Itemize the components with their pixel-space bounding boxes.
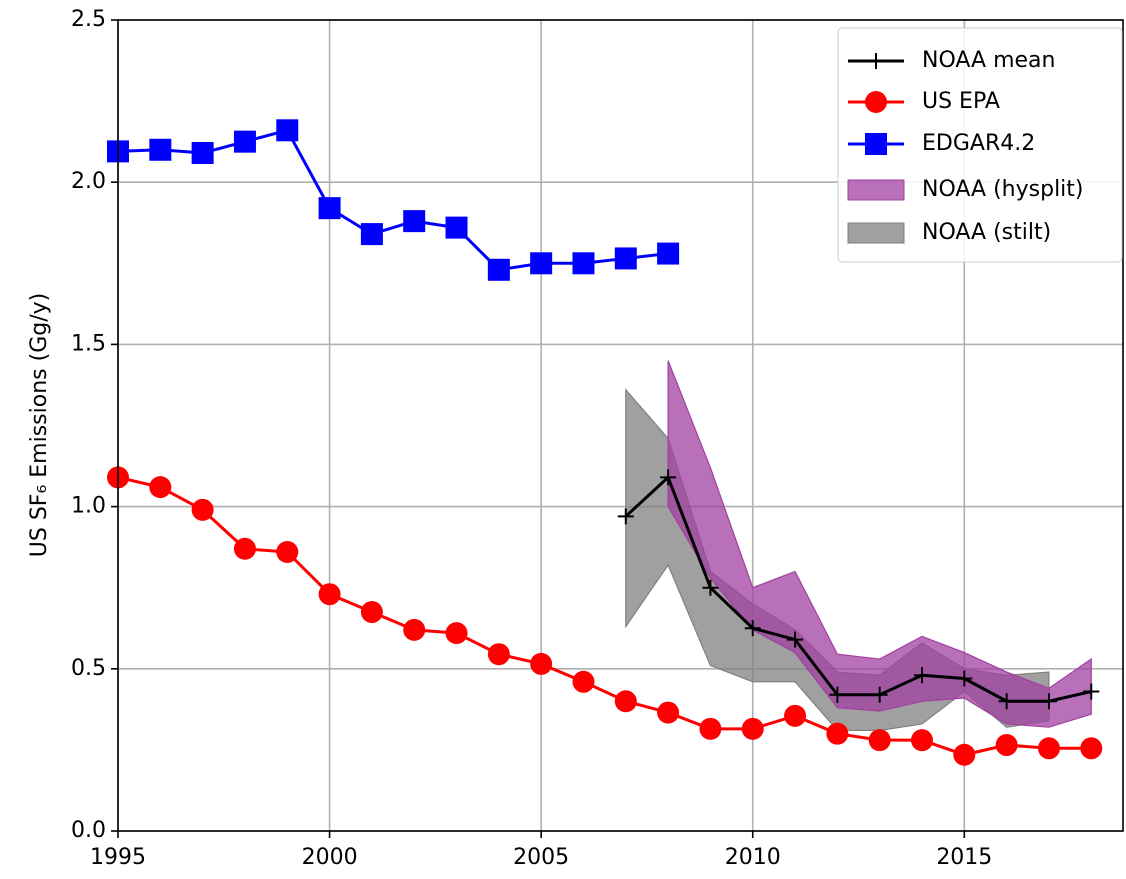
point <box>829 686 846 703</box>
legend-label: US EPA <box>922 89 1000 114</box>
point <box>741 717 764 740</box>
point <box>995 734 1018 757</box>
legend-swatch <box>847 179 905 201</box>
x-tick-label: 2010 <box>725 845 781 870</box>
series <box>617 469 1100 710</box>
point <box>191 498 214 521</box>
x-tick-label: 1995 <box>90 845 146 870</box>
point <box>956 670 973 687</box>
point <box>784 704 807 727</box>
series <box>107 466 1103 766</box>
point <box>953 743 976 766</box>
point <box>614 247 637 270</box>
point <box>487 643 510 666</box>
point <box>530 652 553 675</box>
point <box>1037 737 1060 760</box>
line <box>117 475 1092 757</box>
point <box>318 197 341 220</box>
point <box>276 541 299 564</box>
y-tick-label: 2.5 <box>71 7 106 32</box>
point <box>1083 683 1100 700</box>
x-tick-label: 2005 <box>513 845 569 870</box>
band <box>667 360 1092 728</box>
y-tick-label: 2.0 <box>71 169 106 194</box>
point <box>572 252 595 275</box>
point <box>445 216 468 239</box>
legend-label: NOAA (stilt) <box>922 220 1051 245</box>
x-tick-label: 2000 <box>302 845 358 870</box>
y-axis-label: US SF₆ Emissions (Gg/y) <box>27 293 52 557</box>
point <box>1080 737 1103 760</box>
point <box>191 142 214 165</box>
legend-box <box>837 27 1123 263</box>
point <box>360 601 383 624</box>
y-tick-label: 1.0 <box>71 494 106 519</box>
y-tick-label: 0.5 <box>71 656 106 681</box>
legend-label: NOAA (hysplit) <box>922 177 1084 202</box>
point <box>787 631 804 648</box>
y-tick-label: 0.0 <box>71 818 106 843</box>
point <box>998 693 1015 710</box>
point <box>149 138 172 161</box>
point <box>702 579 719 596</box>
legend-marker <box>868 53 884 69</box>
x-tick-label: 2015 <box>936 845 992 870</box>
legend-marker <box>865 91 887 113</box>
point <box>487 258 510 281</box>
point <box>1040 693 1057 710</box>
point <box>871 686 888 703</box>
legend-swatch <box>847 222 905 244</box>
point <box>276 119 299 142</box>
point <box>868 729 891 752</box>
point <box>572 670 595 693</box>
point <box>744 620 761 637</box>
point <box>233 537 256 560</box>
point <box>318 583 341 606</box>
point <box>149 476 172 499</box>
point <box>445 622 468 645</box>
point <box>914 667 930 684</box>
point <box>617 508 634 525</box>
point <box>614 690 637 713</box>
point <box>403 618 426 641</box>
legend-marker <box>865 133 887 155</box>
legend-label: NOAA mean <box>922 48 1055 73</box>
legend-label: EDGAR4.2 <box>922 131 1035 156</box>
legend: NOAA mean US EPA EDGAR4.2 NOAA (hysplit) NOA… <box>837 27 1123 263</box>
point <box>657 242 680 265</box>
point <box>699 717 722 740</box>
plot-frame <box>117 19 1124 832</box>
point <box>911 729 933 752</box>
series <box>107 119 680 281</box>
point <box>530 252 553 275</box>
point <box>360 223 383 246</box>
point <box>233 130 256 153</box>
y-tick-label: 1.5 <box>71 331 106 356</box>
point <box>657 701 680 724</box>
point <box>660 469 677 486</box>
point <box>403 210 426 233</box>
point <box>826 722 849 745</box>
